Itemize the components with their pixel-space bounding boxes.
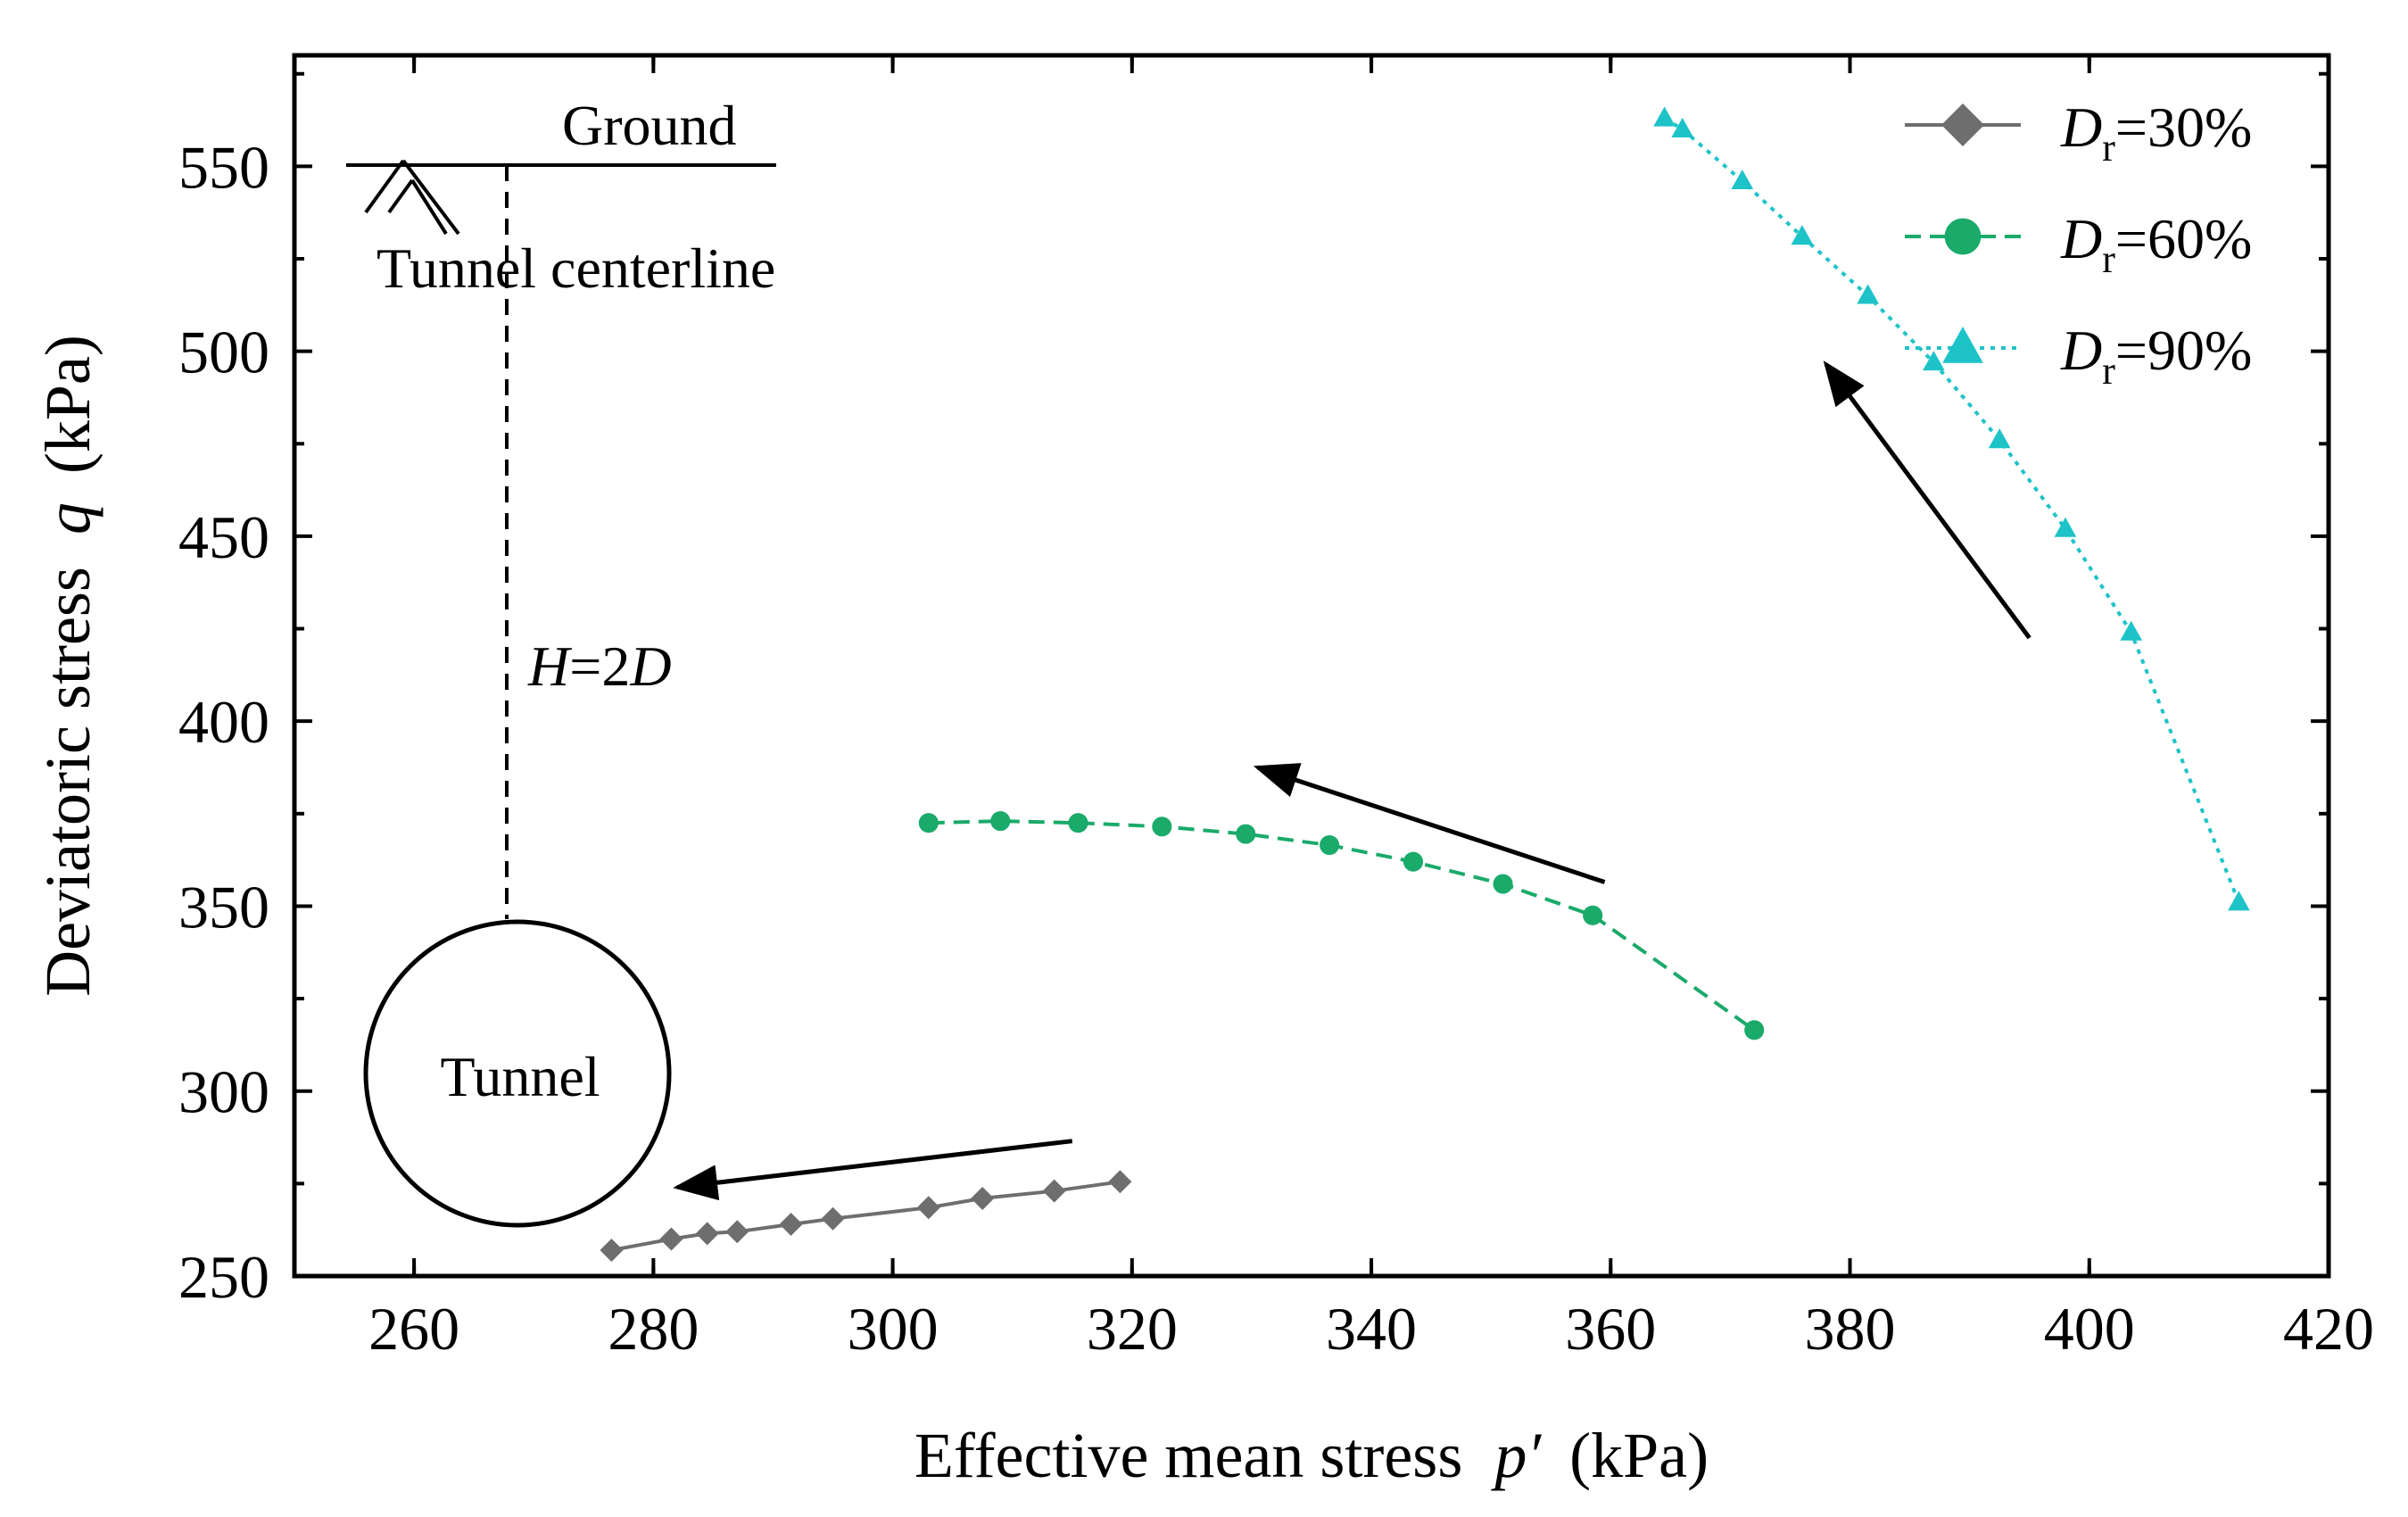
data-point (1320, 835, 1340, 856)
data-point (2228, 891, 2250, 911)
data-point (1236, 824, 1256, 844)
series-line (928, 819, 1756, 1032)
x-axis-title: Effective mean stress p′ (kPa) (914, 1420, 1709, 1491)
data-point (659, 1227, 683, 1251)
trend-arrow (1253, 763, 1606, 884)
data-point (779, 1212, 803, 1236)
data-point (2054, 517, 2077, 537)
x-tick-label: 280 (608, 1295, 699, 1363)
data-point (1152, 817, 1172, 837)
data-point (1042, 1179, 1066, 1203)
x-tick-label: 420 (2283, 1295, 2374, 1363)
ground-hatch-icon (364, 159, 460, 236)
legend-label: Dr=90% (2060, 319, 2252, 393)
data-point (1653, 106, 1676, 127)
x-axis-title-symbol: p′ (1490, 1420, 1542, 1491)
x-tick-label: 320 (1087, 1295, 1178, 1363)
x-tick-label: 300 (848, 1295, 939, 1363)
series-2 (918, 811, 1765, 1040)
data-point (1671, 117, 1694, 138)
y-axis-title-unit: (kPa) (32, 335, 103, 474)
axis-ticks (294, 55, 2330, 1278)
legend-item-1: Dr=30% (1905, 95, 2252, 170)
legend-label: Dr=30% (2060, 95, 2252, 170)
y-tick-label: 350 (178, 873, 269, 941)
depth-label-eq: =2 (569, 634, 630, 698)
trend-arrow (673, 1139, 1073, 1201)
x-axis-title-text: Effective mean stress (914, 1420, 1462, 1491)
data-point (918, 813, 939, 833)
y-tick-label: 500 (178, 319, 269, 386)
data-point (695, 1222, 719, 1246)
series-layer (600, 106, 2250, 1262)
data-point (2120, 620, 2143, 641)
data-point (1068, 813, 1088, 833)
legend-item-3: Dr=90% (1905, 319, 2252, 393)
legend-label-sub: r (2102, 126, 2115, 170)
data-point (1108, 1170, 1132, 1194)
legend-label-main: D (2060, 95, 2102, 159)
legend-label: Dr=60% (2060, 207, 2252, 281)
data-point (821, 1206, 845, 1231)
series-line (611, 1180, 1121, 1252)
x-tick-label: 400 (2044, 1295, 2135, 1363)
y-tick-label: 250 (178, 1243, 269, 1311)
arrow-layer (673, 361, 2031, 1201)
data-point (1744, 1020, 1765, 1040)
trend-arrow (1823, 361, 2031, 640)
legend-label-sub: r (2102, 237, 2115, 281)
x-tick-label: 360 (1565, 1295, 1656, 1363)
depth-label-d: D (629, 634, 671, 698)
y-tick-label: 450 (178, 503, 269, 571)
legend-label-rest: =30% (2115, 95, 2252, 159)
legend-label-rest: =60% (2115, 207, 2252, 270)
data-point (1403, 851, 1424, 872)
y-axis-title-text: Deviatoric stress (32, 567, 103, 997)
y-axis-title: Deviatoric stress q (kPa) (32, 335, 103, 997)
data-point (1731, 169, 1754, 190)
legend-label-sub: r (2102, 349, 2115, 393)
tunnel-circle (363, 919, 672, 1228)
legend-marker (1942, 327, 1983, 363)
x-tick-label: 260 (368, 1295, 459, 1363)
ground-label: Ground (562, 94, 737, 157)
data-point (971, 1186, 995, 1210)
data-point (725, 1220, 749, 1244)
legend-label-main: D (2060, 207, 2102, 270)
tunnel-label: Tunnel (440, 1045, 600, 1108)
legend-item-2: Dr=60% (1905, 207, 2252, 281)
data-point (1857, 284, 1879, 304)
y-tick-label: 400 (178, 688, 269, 756)
data-point (1988, 428, 2011, 449)
data-point (1493, 874, 1513, 894)
centerline-label: Tunnel centerline (377, 236, 775, 300)
x-tick-label: 340 (1326, 1295, 1417, 1363)
data-point (1583, 905, 1603, 925)
data-point (1791, 225, 1814, 245)
data-point (916, 1196, 940, 1220)
legend-marker (1941, 104, 1984, 146)
legend: Dr=30%Dr=60%Dr=90% (1905, 95, 2252, 393)
legend-marker (1944, 218, 1982, 255)
y-axis-title-symbol: q (32, 502, 103, 535)
axis-tick-labels: 260 280 300 320 340 360 380 400 420 250 300 350 400 4… (178, 133, 2374, 1363)
data-point (600, 1238, 624, 1262)
x-axis-title-unit: (kPa) (1569, 1420, 1709, 1491)
series-1 (600, 1170, 1132, 1262)
plot-frame (292, 53, 2331, 1279)
tunnel-schematic: Ground Tunnel centerline H=2D Tunnel (346, 94, 776, 1228)
data-point (990, 811, 1011, 832)
ground-hatch-icon-2 (410, 178, 448, 236)
x-tick-label: 380 (1805, 1295, 1896, 1363)
legend-label-rest: =90% (2115, 319, 2252, 382)
depth-label: H=2D (527, 634, 672, 698)
y-tick-label: 550 (178, 133, 269, 201)
series-3 (1653, 106, 2250, 911)
data-point (1923, 351, 1945, 371)
legend-label-main: D (2060, 319, 2102, 382)
y-tick-label: 300 (178, 1058, 269, 1126)
depth-label-h: H (527, 634, 573, 698)
